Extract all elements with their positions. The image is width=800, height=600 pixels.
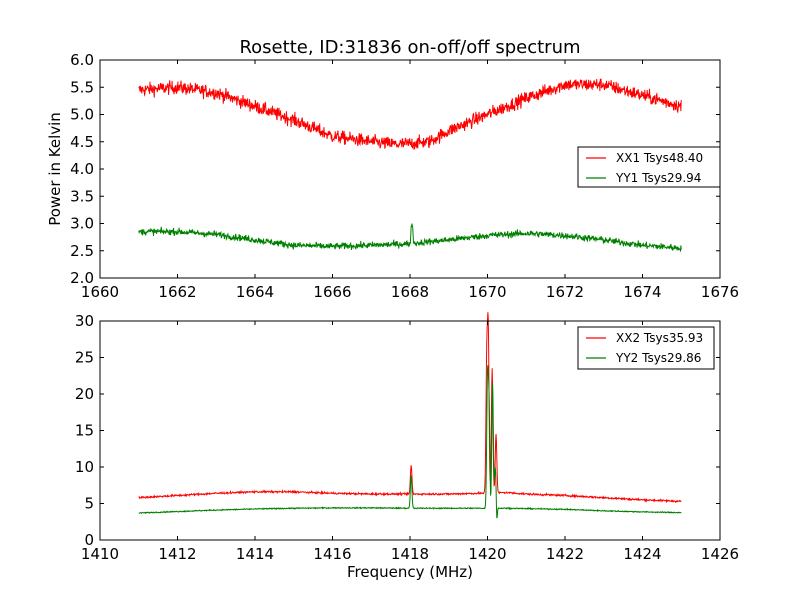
x-tick-label: 1670 (468, 283, 506, 301)
legend: XX2 Tsys35.93 YY2 Tsys29.86 (577, 326, 715, 370)
series-line-2 (138, 365, 682, 519)
legend-entry: YY2 Tsys29.86 (615, 351, 701, 365)
x-tick-label: 1410 (81, 545, 119, 563)
x-tick-label: 1668 (391, 283, 429, 301)
series-line-1 (138, 312, 682, 504)
x-tick-label: 1416 (313, 545, 351, 563)
y-tick-label: 30 (75, 312, 94, 330)
x-tick-label: 1422 (546, 545, 584, 563)
series-line-2 (138, 223, 682, 252)
y-tick-label: 5.5 (70, 78, 94, 96)
y-tick-label: 5.0 (70, 106, 94, 124)
x-tick-label: 1414 (236, 545, 274, 563)
legend-entry: YY1 Tsys29.94 (615, 171, 701, 185)
y-tick-label: 6.0 (70, 51, 94, 69)
y-tick-label: 10 (75, 458, 94, 476)
y-tick-label: 4.5 (70, 133, 94, 151)
x-tick-label: 1666 (313, 283, 351, 301)
y-tick-label: 2.0 (70, 269, 94, 287)
x-tick-label: 1412 (158, 545, 196, 563)
y-tick-label: 0 (84, 531, 94, 549)
series-line-1 (138, 78, 682, 151)
x-tick-label: 1424 (623, 545, 661, 563)
x-tick-label: 1672 (546, 283, 584, 301)
y-tick-label: 5 (84, 495, 94, 513)
x-tick-label: 1674 (623, 283, 661, 301)
legend-box (577, 146, 721, 188)
top-panel: 1660 1662 1664 1666 1668 1670 1672 1674 1676 2.0 2… (46, 51, 739, 301)
y-tick-label: 3.0 (70, 215, 94, 233)
y-tick-label: 2.5 (70, 242, 94, 260)
x-tick-label: 1664 (236, 283, 274, 301)
x-tick-label: 1676 (701, 283, 739, 301)
legend-entry: XX2 Tsys35.93 (616, 331, 703, 345)
y-axis-label: Power in Kelvin (46, 112, 64, 226)
y-tick-label: 3.5 (70, 187, 94, 205)
x-tick-label: 1420 (468, 545, 506, 563)
y-tick-label: 15 (75, 422, 94, 440)
legend-entry: XX1 Tsys48.40 (616, 151, 703, 165)
x-tick-label: 1426 (701, 545, 739, 563)
y-tick-label: 25 (75, 349, 94, 367)
y-tick-label: 20 (75, 385, 94, 403)
legend-box (577, 326, 715, 370)
x-tick-label: 1418 (391, 545, 429, 563)
bottom-panel: 1410 1412 1414 1416 1418 1420 1422 1424 1426 0 5 10… (75, 312, 739, 581)
legend: XX1 Tsys48.40 YY1 Tsys29.94 (577, 146, 721, 188)
x-axis-label: Frequency (MHz) (347, 563, 473, 581)
x-tick-label: 1662 (158, 283, 196, 301)
figure-title: Rosette, ID:31836 on-off/off spectrum (239, 37, 580, 58)
y-tick-label: 4.0 (70, 160, 94, 178)
x-tick-label: 1660 (81, 283, 119, 301)
